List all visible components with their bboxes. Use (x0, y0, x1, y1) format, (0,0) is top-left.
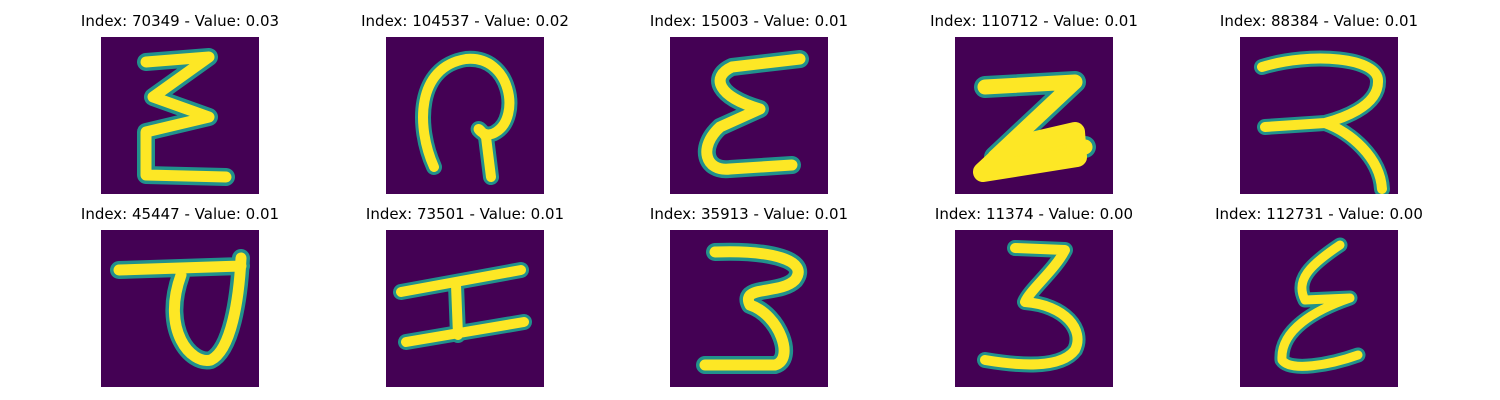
cell-title: Index: 73501 - Value: 0.01 (365, 205, 565, 223)
glyph-image (955, 37, 1113, 194)
cell-title: Index: 112731 - Value: 0.00 (1215, 205, 1423, 223)
glyph-image (1240, 230, 1398, 387)
handwritten-glyph (697, 50, 809, 179)
grid-cell-7: Index: 73501 - Value: 0.01 (323, 204, 607, 394)
cell-title: Index: 35913 - Value: 0.01 (649, 205, 849, 223)
handwritten-glyph (1254, 50, 1390, 194)
glyph-image (386, 37, 544, 194)
cell-title: Index: 11374 - Value: 0.00 (934, 205, 1134, 223)
glyph-image (101, 230, 259, 387)
handwritten-glyph (393, 262, 532, 350)
grid-cell-10: Index: 112731 - Value: 0.00 (1177, 204, 1461, 394)
grid-cell-9: Index: 11374 - Value: 0.00 (892, 204, 1176, 394)
cell-title: Index: 70349 - Value: 0.03 (80, 12, 280, 30)
grid-cell-8: Index: 35913 - Value: 0.01 (607, 204, 891, 394)
cell-title: Index: 45447 - Value: 0.01 (80, 205, 280, 223)
handwritten-glyph (696, 242, 808, 374)
glyph-image (670, 230, 828, 387)
handwritten-glyph (415, 50, 518, 185)
cell-title: Index: 15003 - Value: 0.01 (649, 12, 849, 30)
glyph-image (386, 230, 544, 387)
grid-cell-2: Index: 104537 - Value: 0.02 (323, 11, 607, 201)
grid-cell-4: Index: 110712 - Value: 0.01 (892, 11, 1176, 201)
glyph-image (955, 230, 1113, 387)
glyph-image (1240, 37, 1398, 194)
cell-title: Index: 104537 - Value: 0.02 (361, 12, 569, 30)
handwritten-glyph (973, 71, 1096, 182)
grid-cell-6: Index: 45447 - Value: 0.01 (38, 204, 322, 394)
handwritten-glyph (1274, 237, 1366, 374)
cell-title: Index: 110712 - Value: 0.01 (930, 12, 1138, 30)
glyph-image (670, 37, 828, 194)
glyph-image (101, 37, 259, 194)
grid-cell-5: Index: 88384 - Value: 0.01 (1177, 11, 1461, 201)
handwritten-glyph (977, 240, 1086, 373)
grid-cell-3: Index: 15003 - Value: 0.01 (607, 11, 891, 201)
handwritten-glyph (110, 249, 250, 370)
grid-cell-1: Index: 70349 - Value: 0.03 (38, 11, 322, 201)
handwritten-glyph (137, 48, 235, 186)
cell-title: Index: 88384 - Value: 0.01 (1219, 12, 1419, 30)
